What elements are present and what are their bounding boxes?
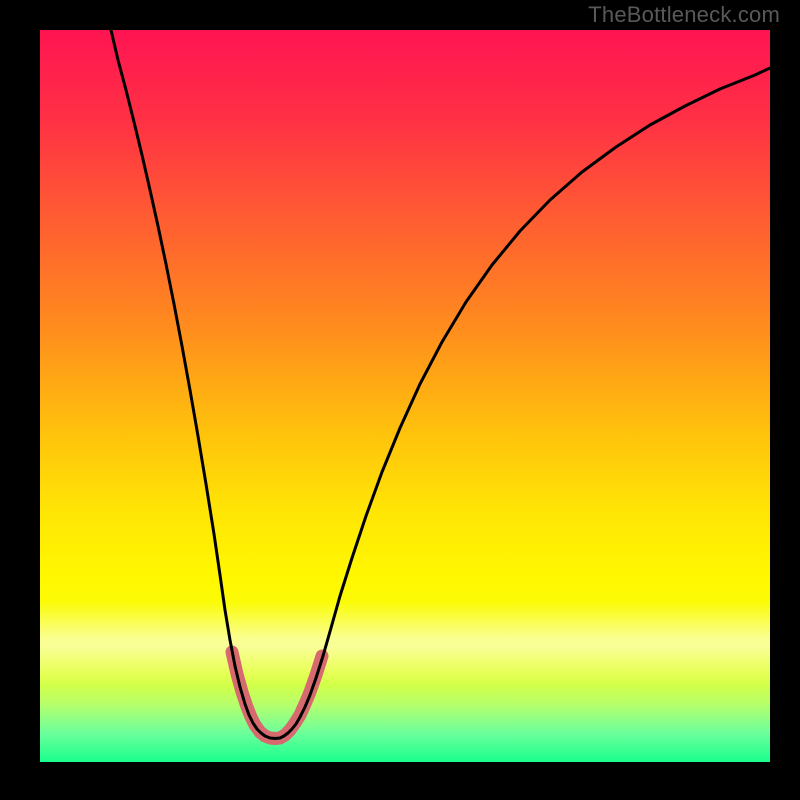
chart-frame: TheBottleneck.com [0,0,800,800]
chart-svg [40,30,770,762]
washout-band [40,601,770,685]
watermark-text: TheBottleneck.com [588,2,780,28]
plot-area [40,30,770,762]
